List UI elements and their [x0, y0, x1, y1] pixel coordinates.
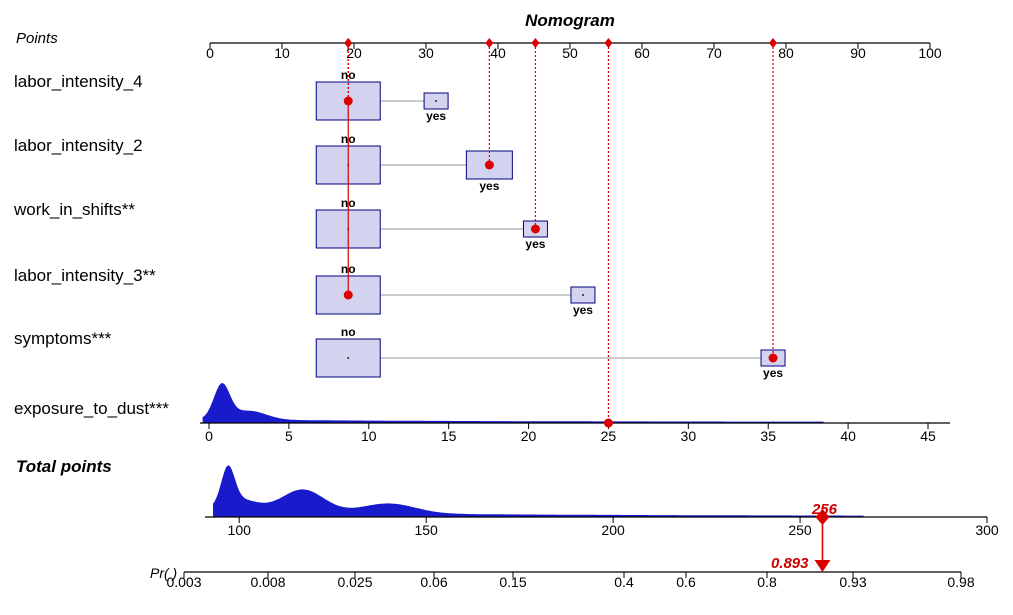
exposure-tick-label: 10	[361, 428, 377, 444]
points-axis-label: Points	[16, 30, 58, 47]
exposure-tick-label: 15	[441, 428, 457, 444]
level-box-center	[347, 357, 350, 359]
exposure-tick-label: 5	[285, 428, 293, 444]
selected-level-point	[530, 224, 540, 234]
probability-tick-label: 0.98	[947, 574, 974, 590]
points-tick-label: 90	[850, 45, 866, 61]
points-tick-label: 60	[634, 45, 650, 61]
level-label-yes: yes	[479, 179, 499, 193]
points-tick-label: 0	[206, 45, 214, 61]
probability-tick-label: 0.06	[420, 574, 447, 590]
points-tick-label: 50	[562, 45, 578, 61]
probability-tick-label: 0.15	[499, 574, 526, 590]
level-box-center	[582, 294, 584, 296]
probability-arrow	[814, 560, 831, 572]
probability-tick-label: 0.6	[676, 574, 696, 590]
level-label-yes: yes	[763, 366, 783, 380]
variable-label-exposure-to-dust: exposure_to_dust***	[14, 399, 169, 418]
points-axis-marker	[769, 38, 778, 48]
selected-level-point	[484, 160, 494, 170]
variable-label-labor-intensity-3: labor_intensity_3**	[14, 266, 156, 285]
points-axis-marker	[531, 38, 540, 48]
selected-exposure-point	[603, 418, 613, 428]
total-points-value: 256	[811, 501, 838, 518]
probability-axis-label: Pr( )	[150, 565, 177, 581]
probability-value: 0.893	[771, 555, 809, 572]
total-points-tick-label: 150	[414, 522, 438, 538]
variable-label-labor-intensity-4: labor_intensity_4	[14, 72, 143, 91]
level-label-yes: yes	[525, 237, 545, 251]
exposure-tick-label: 30	[681, 428, 697, 444]
exposure-tick-label: 25	[601, 428, 617, 444]
exposure-tick-label: 0	[205, 428, 213, 444]
points-tick-label: 10	[274, 45, 290, 61]
probability-tick-label: 0.8	[757, 574, 777, 590]
points-tick-label: 80	[778, 45, 794, 61]
exposure-tick-label: 20	[521, 428, 537, 444]
total-points-tick-label: 300	[975, 522, 999, 538]
points-tick-label: 100	[918, 45, 942, 61]
exposure-tick-label: 45	[920, 428, 936, 444]
total-points-tick-label: 250	[788, 522, 812, 538]
chart-title: Nomogram	[525, 11, 615, 30]
exposure-tick-label: 40	[840, 428, 856, 444]
points-axis-marker	[485, 38, 494, 48]
total-points-marker	[815, 509, 830, 525]
level-box-center	[435, 100, 437, 102]
selected-level-point	[768, 353, 778, 363]
probability-tick-label: 0.025	[337, 574, 372, 590]
points-tick-label: 30	[418, 45, 434, 61]
probability-tick-label: 0.003	[166, 574, 201, 590]
exposure-density	[202, 382, 825, 423]
total-points-label: Total points	[16, 457, 112, 476]
points-tick-label: 20	[346, 45, 362, 61]
level-label-yes: yes	[573, 303, 593, 317]
variable-label-work-in-shifts: work_in_shifts**	[13, 200, 135, 219]
level-label-no: no	[341, 325, 356, 339]
probability-tick-label: 0.93	[839, 574, 866, 590]
points-axis-marker	[344, 38, 353, 48]
probability-tick-label: 0.4	[614, 574, 634, 590]
variable-label-labor-intensity-2: labor_intensity_2	[14, 136, 143, 155]
total-points-density	[213, 465, 864, 517]
variable-label-symptoms: symptoms***	[14, 329, 112, 348]
level-label-yes: yes	[426, 109, 446, 123]
probability-tick-label: 0.008	[250, 574, 285, 590]
points-axis-marker	[604, 38, 613, 48]
total-points-tick-label: 100	[228, 522, 252, 538]
exposure-tick-label: 35	[760, 428, 776, 444]
total-points-tick-label: 200	[601, 522, 625, 538]
points-tick-label: 40	[490, 45, 506, 61]
points-tick-label: 70	[706, 45, 722, 61]
